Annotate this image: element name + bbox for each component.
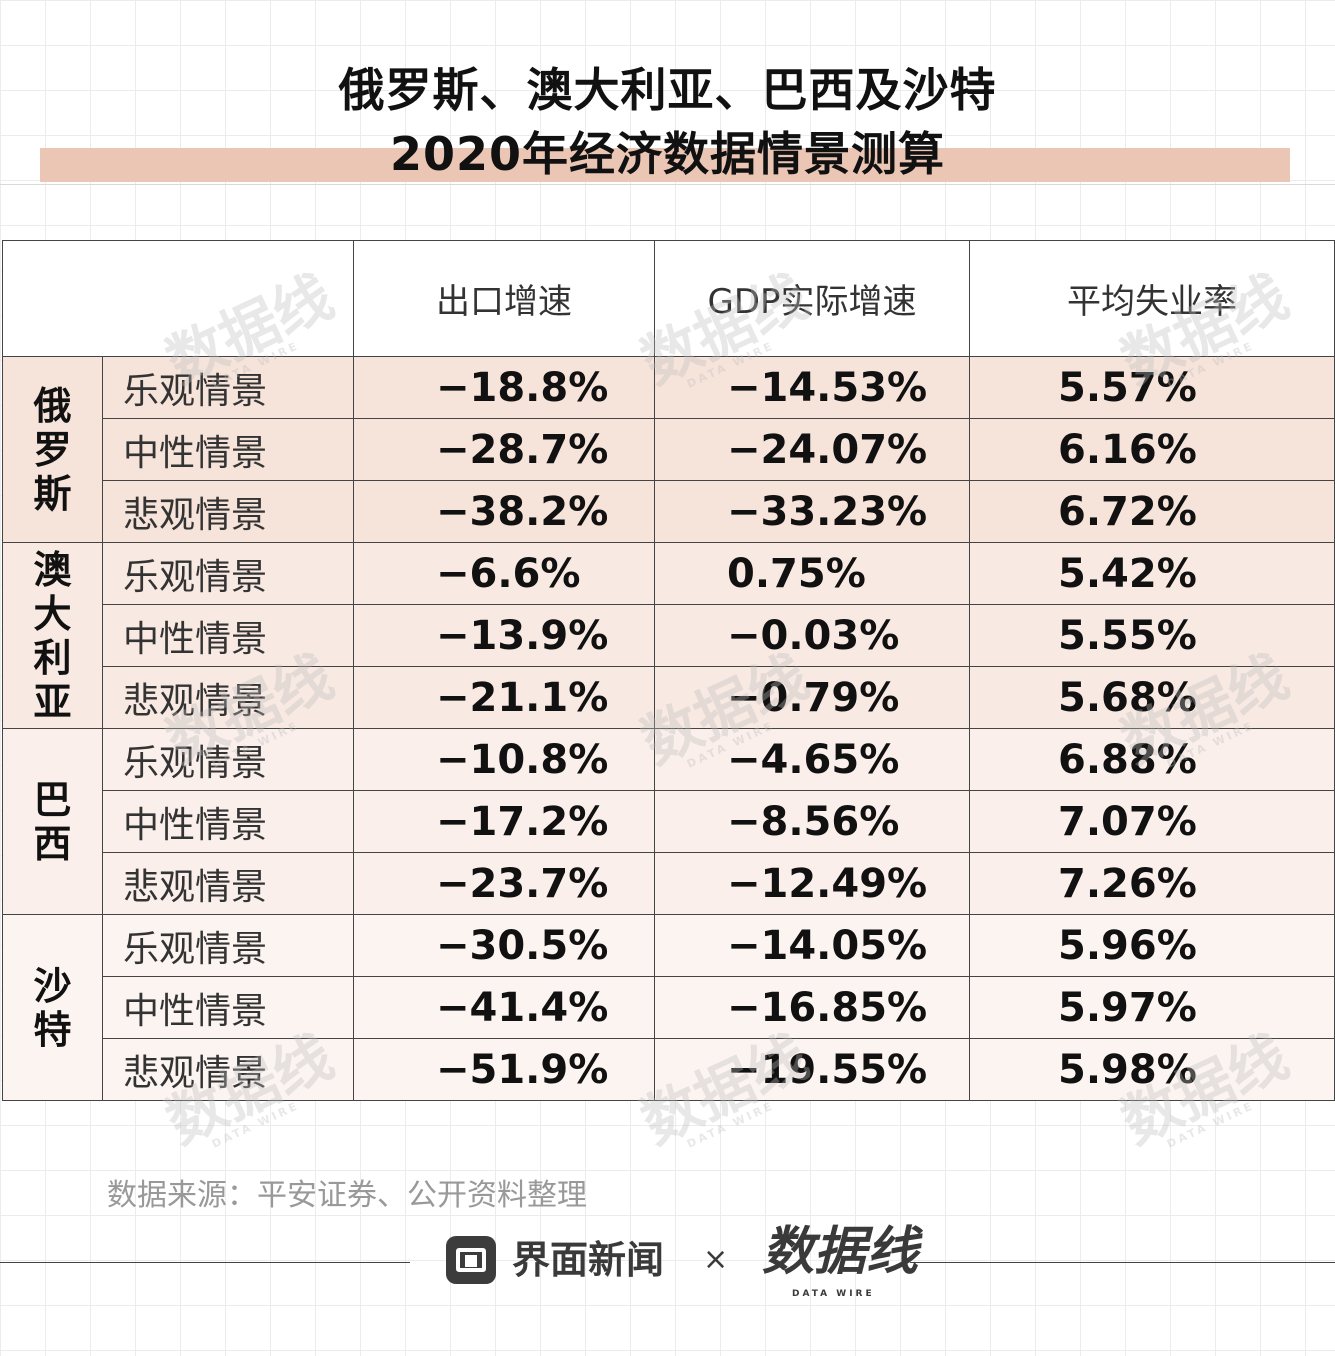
table-row: 巴西乐观情景 −10.8% −4.65% 6.88% <box>2 728 1335 915</box>
value-cell-gdp-growth: −0.03% <box>654 604 970 667</box>
table-row: 悲观情景 −51.9% −19.55% 5.98% <box>3 1038 1335 1101</box>
value-cell-export-growth: −51.9% <box>353 1038 655 1101</box>
column-header-gdp-growth: GDP实际增速 <box>654 240 970 357</box>
value-cell-export-growth: −23.7% <box>353 852 655 915</box>
scenario-data-table: 出口增速 GDP实际增速 平均失业率 俄罗斯乐观情景 −18.8% −14.53% 5… <box>2 240 1335 1101</box>
table-row: 中性情景 −13.9% −0.03% 5.55% <box>3 604 1335 667</box>
value-cell-gdp-growth: 0.75% <box>654 542 970 605</box>
scenario-label: 中性情景 <box>102 604 354 667</box>
value-cell-export-growth: −18.8% <box>353 356 655 419</box>
value-cell-unemployment: 5.96% <box>969 914 1335 977</box>
footer-divider-left <box>0 1262 410 1263</box>
value-cell-unemployment: 7.07% <box>969 790 1335 853</box>
footer-separator: × <box>703 1242 729 1277</box>
chart-title-line-1: 俄罗斯、澳大利亚、巴西及沙特 <box>338 63 997 117</box>
country-label: 俄罗斯 <box>2 356 103 543</box>
scenario-label: 乐观情景 <box>102 542 354 605</box>
table-row: 悲观情景 −23.7% −12.49% 7.26% <box>3 852 1335 915</box>
table-row: 中性情景 −17.2% −8.56% 7.07% <box>3 790 1335 853</box>
scenario-label: 中性情景 <box>102 790 354 853</box>
value-cell-gdp-growth: −0.79% <box>654 666 970 729</box>
table-body: 俄罗斯乐观情景 −18.8% −14.53% 5.57% 中性情景 −28.7% −24.0… <box>2 356 1335 1101</box>
value-cell-export-growth: −17.2% <box>353 790 655 853</box>
footer-brand-jiemian: 界面新闻 <box>512 1238 665 1282</box>
table-row: 中性情景 −28.7% −24.07% 6.16% <box>3 418 1335 481</box>
value-cell-export-growth: −28.7% <box>353 418 655 481</box>
footer-brand-datawire-sub: DATA WIRE <box>792 1289 875 1299</box>
column-header-unemployment: 平均失业率 <box>969 240 1335 357</box>
footer-divider-right <box>910 1262 1335 1263</box>
value-cell-unemployment: 5.68% <box>969 666 1335 729</box>
table-row: 悲观情景 −38.2% −33.23% 6.72% <box>3 480 1335 543</box>
value-cell-gdp-growth: −14.05% <box>654 914 970 977</box>
scenario-label: 悲观情景 <box>102 852 354 915</box>
value-cell-gdp-growth: −33.23% <box>654 480 970 543</box>
value-cell-unemployment: 6.72% <box>969 480 1335 543</box>
value-cell-gdp-growth: −14.53% <box>654 356 970 419</box>
title-highlight-band <box>40 148 1290 182</box>
value-cell-export-growth: −38.2% <box>353 480 655 543</box>
header-corner-cell <box>2 240 354 357</box>
scenario-label: 悲观情景 <box>102 1038 354 1101</box>
table-row: 俄罗斯乐观情景 −18.8% −14.53% 5.57% <box>2 356 1335 543</box>
scenario-label: 乐观情景 <box>102 728 354 791</box>
table-row: 中性情景 −41.4% −16.85% 5.97% <box>3 976 1335 1039</box>
value-cell-unemployment: 5.98% <box>969 1038 1335 1101</box>
scenario-label: 悲观情景 <box>102 666 354 729</box>
value-cell-export-growth: −30.5% <box>353 914 655 977</box>
value-cell-export-growth: −10.8% <box>353 728 655 791</box>
table-row: 沙特乐观情景 −30.5% −14.05% 5.96% <box>2 914 1335 1101</box>
chart-title-line-2: 2020年经济数据情景测算 <box>389 127 946 181</box>
value-cell-unemployment: 5.42% <box>969 542 1335 605</box>
value-cell-unemployment: 5.97% <box>969 976 1335 1039</box>
data-source-note: 数据来源：平安证券、公开资料整理 <box>107 1178 587 1213</box>
column-header-export-growth: 出口增速 <box>353 240 655 357</box>
value-cell-gdp-growth: −12.49% <box>654 852 970 915</box>
footer-brand-datawire: 数据线 <box>762 1222 919 1282</box>
jiemian-logo-icon <box>446 1236 496 1284</box>
value-cell-unemployment: 5.57% <box>969 356 1335 419</box>
scenario-label: 悲观情景 <box>102 480 354 543</box>
value-cell-unemployment: 6.16% <box>969 418 1335 481</box>
value-cell-gdp-growth: −24.07% <box>654 418 970 481</box>
country-label: 澳大利亚 <box>2 542 103 729</box>
country-label: 沙特 <box>2 914 103 1101</box>
table-header-row: 出口增速 GDP实际增速 平均失业率 <box>2 240 1335 357</box>
table-row: 澳大利亚乐观情景 −6.6% 0.75% 5.42% <box>2 542 1335 729</box>
value-cell-unemployment: 5.55% <box>969 604 1335 667</box>
value-cell-gdp-growth: −16.85% <box>654 976 970 1039</box>
scenario-label: 中性情景 <box>102 976 354 1039</box>
title-divider <box>0 184 1335 185</box>
value-cell-gdp-growth: −4.65% <box>654 728 970 791</box>
country-label: 巴西 <box>2 728 103 915</box>
scenario-label: 乐观情景 <box>102 356 354 419</box>
value-cell-export-growth: −21.1% <box>353 666 655 729</box>
value-cell-gdp-growth: −19.55% <box>654 1038 970 1101</box>
scenario-label: 中性情景 <box>102 418 354 481</box>
value-cell-unemployment: 6.88% <box>969 728 1335 791</box>
value-cell-export-growth: −13.9% <box>353 604 655 667</box>
scenario-label: 乐观情景 <box>102 914 354 977</box>
value-cell-export-growth: −6.6% <box>353 542 655 605</box>
value-cell-gdp-growth: −8.56% <box>654 790 970 853</box>
value-cell-export-growth: −41.4% <box>353 976 655 1039</box>
value-cell-unemployment: 7.26% <box>969 852 1335 915</box>
table-row: 悲观情景 −21.1% −0.79% 5.68% <box>3 666 1335 729</box>
